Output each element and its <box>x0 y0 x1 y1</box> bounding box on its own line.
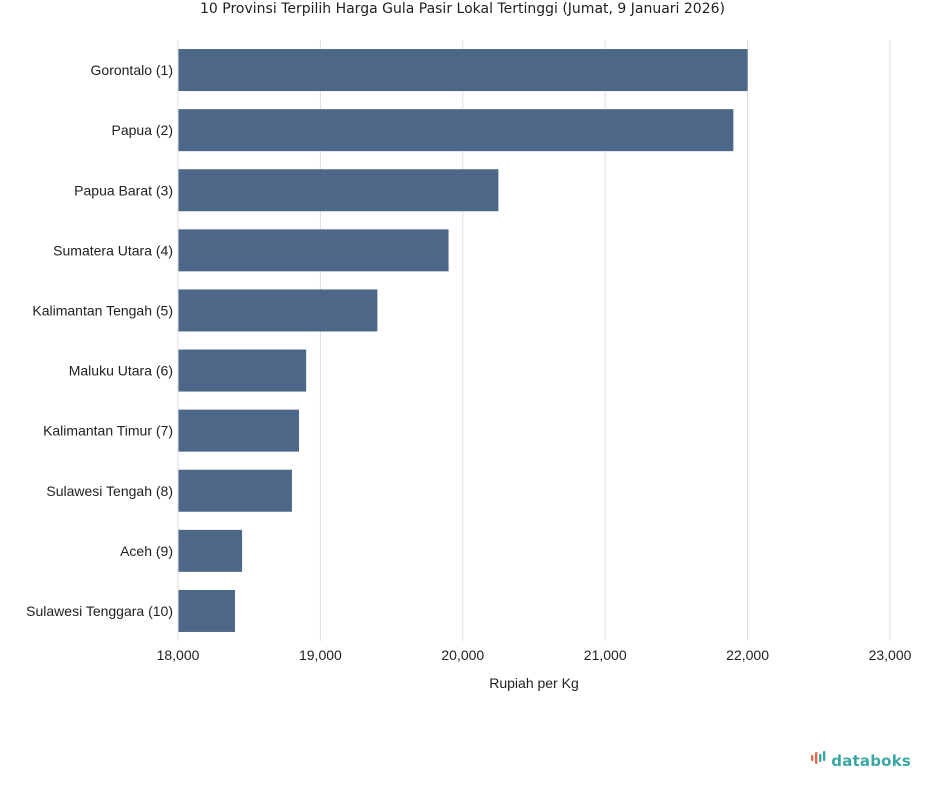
y-tick-label: Kalimantan Tengah (5) <box>32 302 173 318</box>
bar <box>178 409 300 452</box>
bar <box>178 109 734 152</box>
bar <box>178 469 292 512</box>
gridlines <box>319 40 891 641</box>
x-tick-label: 20,000 <box>441 647 484 663</box>
bars <box>178 49 748 632</box>
bar <box>178 49 748 92</box>
y-tick-label: Maluku Utara (6) <box>69 363 173 379</box>
y-tick-label: Sulawesi Tengah (8) <box>46 483 173 499</box>
y-tick-label: Papua Barat (3) <box>74 182 173 198</box>
y-tick-label: Aceh (9) <box>120 543 173 559</box>
y-tick-label: Sulawesi Tenggara (10) <box>26 603 173 619</box>
x-tick-label: 18,000 <box>157 647 200 663</box>
labels: 18,000 19,000 20,000 21,000 22,000 23,000 Goro… <box>26 62 911 663</box>
bar <box>178 529 243 572</box>
brand-name: databoks <box>831 751 911 770</box>
y-tick-label: Papua (2) <box>112 122 173 138</box>
bar <box>178 169 499 212</box>
y-tick-label: Gorontalo (1) <box>91 62 173 78</box>
y-tick-label: Sumatera Utara (4) <box>53 242 173 258</box>
brand-logo: databoks <box>810 749 911 772</box>
x-axis-title: Rupiah per Kg <box>489 675 579 691</box>
x-tick-label: 19,000 <box>299 647 342 663</box>
x-tick-label: 22,000 <box>726 647 769 663</box>
x-tick-label: 23,000 <box>869 647 912 663</box>
x-tick-label: 21,000 <box>584 647 627 663</box>
bar <box>178 229 449 272</box>
bar <box>178 349 307 392</box>
bar <box>178 289 378 332</box>
y-tick-label: Kalimantan Timur (7) <box>43 423 173 439</box>
bar <box>178 589 235 632</box>
databoks-logo-icon <box>810 749 828 772</box>
chart-title: 10 Provinsi Terpilih Harga Gula Pasir Lo… <box>200 1 725 17</box>
